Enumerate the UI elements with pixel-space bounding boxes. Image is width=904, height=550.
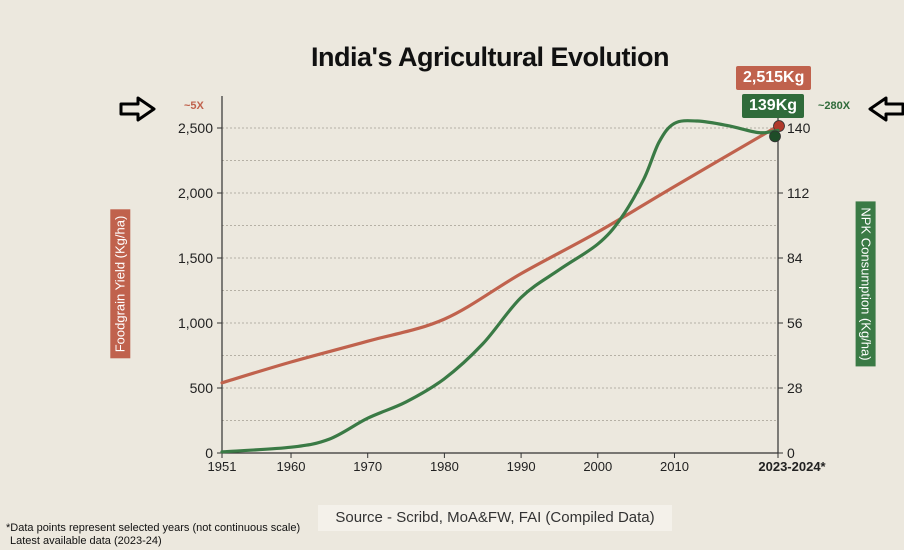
yield-value-badge: 2,515Kg bbox=[736, 66, 812, 90]
footnote-line-1: *Data points represent selected years (n… bbox=[6, 522, 301, 534]
footnote: *Data points represent selected years (n… bbox=[6, 522, 300, 548]
x-tick-label: 1960 bbox=[277, 459, 306, 474]
left-tick-label: 1,500 bbox=[178, 250, 213, 266]
arrow-left-icon bbox=[868, 96, 904, 122]
npk-endpoint bbox=[769, 130, 781, 143]
chart-svg: 0 500 1,000 1,500 2,000 2,500 0 28 56 84 112 140 195… bbox=[178, 96, 827, 474]
right-tick-label: 140 bbox=[787, 120, 811, 136]
chart-title: India's Agricultural Evolution bbox=[311, 42, 669, 72]
yield-series-line bbox=[220, 124, 780, 385]
x-tick-label: 2023-2024* bbox=[758, 459, 826, 474]
left-tick-label: 2,000 bbox=[178, 185, 213, 201]
right-tick-label: 0 bbox=[787, 445, 795, 461]
tick-layer: 0 500 1,000 1,500 2,000 2,500 0 28 56 84 112 140 195… bbox=[178, 120, 827, 474]
arrow-right-icon bbox=[119, 96, 156, 122]
left-tick-label: 500 bbox=[190, 380, 214, 396]
right-tick-label: 56 bbox=[787, 315, 803, 331]
source-caption: Source - Scribd, MoA&FW, FAI (Compiled D… bbox=[318, 505, 672, 531]
left-tick-label: 2,500 bbox=[178, 120, 213, 136]
left-tick-label: 0 bbox=[205, 445, 213, 461]
npk-series-line bbox=[220, 119, 780, 454]
grid-layer bbox=[222, 127, 778, 421]
x-tick-label: 1990 bbox=[507, 459, 536, 474]
npk-multiplier: ~280X bbox=[818, 100, 851, 112]
series-layer bbox=[220, 119, 785, 454]
npk-value-badge: 139Kg bbox=[742, 94, 805, 118]
x-tick-label: 2000 bbox=[583, 459, 612, 474]
x-tick-label: 1970 bbox=[353, 459, 382, 474]
axis-layer bbox=[217, 96, 783, 458]
right-tick-label: 84 bbox=[787, 250, 803, 266]
x-tick-label: 1951 bbox=[208, 459, 237, 474]
left-axis-label: Foodgrain Yield (Kg/ha) bbox=[109, 209, 130, 359]
left-tick-label: 1,000 bbox=[178, 315, 213, 331]
chart-stage: 0 500 1,000 1,500 2,000 2,500 0 28 56 84 112 140 195… bbox=[109, 42, 904, 474]
yield-multiplier: ~5X bbox=[184, 100, 204, 112]
x-tick-label: 1980 bbox=[430, 459, 459, 474]
right-axis-label: NPK Consumption (Kg/ha) bbox=[855, 201, 876, 367]
footnote-line-2: Latest available data (2023-24) bbox=[10, 535, 162, 547]
right-tick-label: 112 bbox=[787, 185, 810, 201]
right-tick-label: 28 bbox=[787, 380, 803, 396]
x-tick-label: 2010 bbox=[660, 459, 689, 474]
